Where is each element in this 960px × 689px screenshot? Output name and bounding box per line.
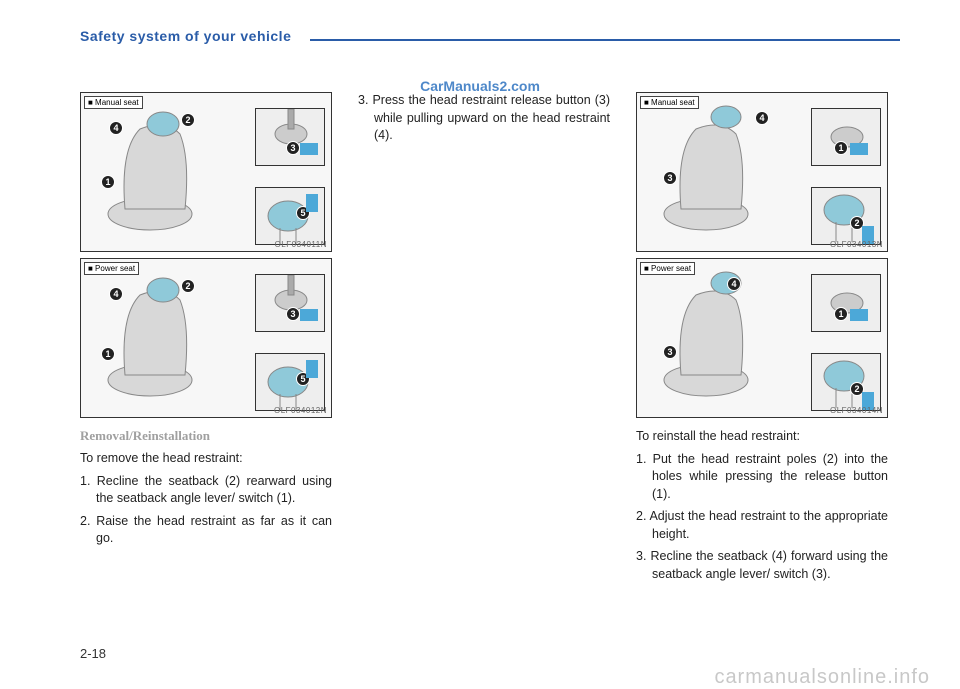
seat-illustration-icon	[85, 265, 245, 415]
figure-inset-top: 1	[811, 274, 881, 332]
callout-4: 4	[727, 277, 741, 291]
figure-removal-manual: ■ Manual seat 4 2 1 3	[80, 92, 332, 252]
figure-inset-bottom: 5	[255, 353, 325, 411]
content-area: ■ Manual seat 4 2 1 3	[80, 92, 900, 629]
callout-1: 1	[834, 141, 848, 155]
callout-3: 3	[663, 171, 677, 185]
arrow-icon	[850, 143, 868, 155]
figure-inset-bottom: 2	[811, 187, 881, 245]
callout-3: 3	[663, 345, 677, 359]
intro-line: To reinstall the head restraint:	[636, 428, 888, 446]
figure-inset-bottom: 5	[255, 187, 325, 245]
figure-inset-top: 3	[255, 274, 325, 332]
figure-inset-top: 3	[255, 108, 325, 166]
callout-1: 1	[101, 175, 115, 189]
callout-3: 3	[286, 307, 300, 321]
figure-inset-bottom: 2	[811, 353, 881, 411]
seat-illustration-icon	[641, 265, 801, 415]
column-1: ■ Manual seat 4 2 1 3	[80, 92, 332, 629]
callout-3: 3	[286, 141, 300, 155]
callout-1: 1	[101, 347, 115, 361]
callout-1: 1	[834, 307, 848, 321]
page-number: 2-18	[80, 646, 106, 661]
column-2: 3. Press the head restraint release butt…	[358, 92, 610, 629]
step-3: 3. Recline the seatback (4) forward usin…	[636, 548, 888, 583]
release-button-icon	[256, 109, 326, 167]
release-button-icon	[812, 109, 882, 167]
callout-4: 4	[109, 287, 123, 301]
arrow-icon	[300, 143, 318, 155]
callout-4: 4	[755, 111, 769, 125]
arrow-icon	[300, 309, 318, 321]
figure-code: OLF034014N	[830, 406, 883, 415]
arrow-up-icon	[306, 360, 318, 378]
arrow-icon	[850, 309, 868, 321]
page-header: Safety system of your vehicle	[80, 28, 900, 46]
section-heading: Removal/Reinstallation	[80, 428, 332, 444]
callout-2: 2	[181, 279, 195, 293]
figure-code: OLF034013N	[830, 240, 883, 249]
figure-code: OLF034012N	[274, 406, 327, 415]
figure-code: OLF034011N	[275, 240, 327, 249]
step-2: 2. Raise the head restraint as far as it…	[80, 513, 332, 548]
step-1: 1. Put the head restraint poles (2) into…	[636, 451, 888, 504]
figure-removal-power: ■ Power seat 4 2 1 3	[80, 258, 332, 418]
step-1: 1. Recline the seatback (2) rearward usi…	[80, 473, 332, 508]
release-button-icon	[256, 275, 326, 333]
header-rule	[310, 39, 900, 41]
callout-4: 4	[109, 121, 123, 135]
step-3: 3. Press the head restraint release butt…	[358, 92, 610, 145]
chapter-title: Safety system of your vehicle	[80, 28, 291, 44]
callout-2: 2	[181, 113, 195, 127]
release-button-icon	[812, 275, 882, 333]
watermark-bottom: carmanualsonline.info	[714, 666, 930, 689]
figure-inset-top: 1	[811, 108, 881, 166]
figure-reinstall-power: ■ Power seat 4 3 1 2	[636, 258, 888, 418]
step-2: 2. Adjust the head restraint to the appr…	[636, 508, 888, 543]
arrow-up-icon	[306, 194, 318, 212]
intro-line: To remove the head restraint:	[80, 450, 332, 468]
seat-illustration-icon	[85, 99, 245, 249]
column-3: ■ Manual seat 4 3 1 2	[636, 92, 888, 629]
figure-reinstall-manual: ■ Manual seat 4 3 1 2	[636, 92, 888, 252]
